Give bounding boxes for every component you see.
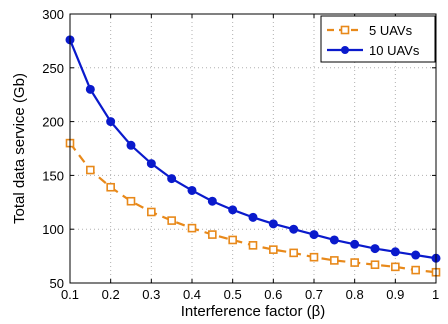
x-tick-label: 0.5 — [224, 287, 242, 302]
legend-box — [320, 15, 436, 63]
data-point-5-uavs — [228, 235, 237, 245]
data-point-10-uavs — [411, 250, 421, 260]
data-point-10-uavs — [207, 196, 217, 206]
series-line-10-uavs — [68, 39, 437, 260]
data-point-5-uavs — [208, 230, 217, 239]
legend-marker-5-uavs — [340, 25, 350, 35]
data-point-5-uavs — [350, 258, 359, 267]
x-tick-label: 0.8 — [346, 287, 364, 302]
x-tick-label: 0.3 — [142, 287, 160, 302]
x-tick-label: 0.1 — [61, 287, 79, 302]
legend: 5 UAVs 10 UAVs — [320, 15, 436, 63]
data-point-5-uavs — [391, 262, 400, 272]
y-tick-label: 150 — [42, 168, 64, 183]
series-group — [65, 35, 441, 277]
data-point-10-uavs — [106, 117, 116, 127]
x-tick-label: 0.9 — [386, 287, 404, 302]
data-point-5-uavs — [248, 241, 258, 250]
series-line-5-uavs — [69, 142, 437, 274]
data-point-10-uavs — [126, 140, 136, 150]
y-tick-label: 50 — [50, 276, 64, 291]
y-axis-label: Total data service (Gb) — [11, 73, 28, 224]
data-point-5-uavs — [147, 207, 156, 217]
data-point-10-uavs — [146, 159, 156, 169]
data-point-5-uavs — [309, 252, 319, 262]
data-point-5-uavs — [370, 260, 380, 270]
data-point-5-uavs — [330, 256, 339, 265]
data-point-10-uavs — [268, 219, 278, 229]
x-tick-label: 1 — [432, 287, 439, 302]
data-point-10-uavs — [248, 212, 258, 222]
data-point-10-uavs — [370, 244, 380, 254]
data-point-10-uavs — [187, 185, 197, 195]
legend-label-5-uavs: 5 UAVs — [369, 23, 413, 38]
data-point-5-uavs — [187, 223, 197, 233]
x-tick-label: 0.2 — [102, 287, 120, 302]
data-point-5-uavs — [289, 248, 298, 258]
data-point-10-uavs — [350, 239, 360, 249]
x-axis-label: Interference factor (β) — [181, 303, 326, 320]
plot-frame — [69, 13, 437, 284]
data-point-5-uavs — [411, 265, 420, 275]
legend-label-10-uavs: 10 UAVs — [369, 43, 420, 58]
legend-marker-10-uavs — [341, 46, 349, 54]
y-tick-label: 100 — [42, 222, 64, 237]
y-tick-label: 250 — [42, 61, 64, 76]
y-tick-label: 300 — [42, 7, 64, 22]
data-point-5-uavs — [167, 216, 176, 225]
data-point-10-uavs — [85, 84, 95, 94]
x-tick-label: 0.7 — [305, 287, 323, 302]
x-tick-label: 0.4 — [183, 287, 201, 302]
x-tick-label: 0.6 — [264, 287, 282, 302]
axis-ticks: 0.1 0.2 0.3 0.4 0.5 0.6 0.7 0.8 0.9 1501001502002… — [42, 7, 439, 302]
data-point-10-uavs — [228, 205, 238, 215]
data-point-5-uavs — [269, 245, 278, 254]
data-point-10-uavs — [329, 235, 339, 245]
data-point-10-uavs — [167, 174, 177, 184]
y-tick-label: 200 — [42, 115, 64, 130]
data-point-5-uavs — [106, 182, 115, 192]
data-point-10-uavs — [390, 247, 400, 257]
data-point-5-uavs — [86, 165, 95, 175]
data-point-5-uavs — [126, 196, 136, 206]
data-point-10-uavs — [289, 224, 299, 234]
data-point-10-uavs — [309, 230, 319, 240]
